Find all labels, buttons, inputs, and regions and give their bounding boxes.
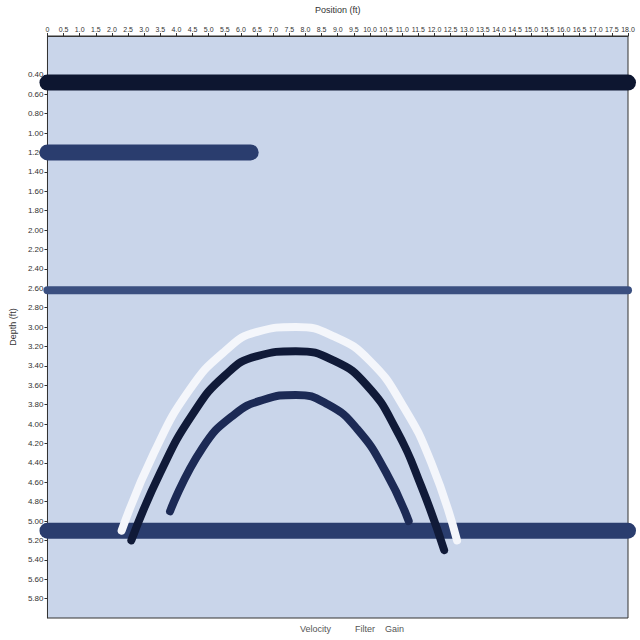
svg-text:1.80: 1.80 [28, 206, 44, 215]
svg-text:Velocity: Velocity [300, 624, 332, 634]
svg-text:5.00: 5.00 [28, 517, 44, 526]
svg-text:14.0: 14.0 [492, 26, 506, 33]
svg-text:2.40: 2.40 [28, 264, 44, 273]
svg-text:2.20: 2.20 [28, 245, 44, 254]
svg-text:8.5: 8.5 [317, 26, 327, 33]
svg-text:5.5: 5.5 [220, 26, 230, 33]
svg-text:10.5: 10.5 [379, 26, 393, 33]
svg-text:6.5: 6.5 [252, 26, 262, 33]
svg-text:1.5: 1.5 [91, 26, 101, 33]
svg-text:4.20: 4.20 [28, 439, 44, 448]
svg-text:15.5: 15.5 [541, 26, 555, 33]
svg-text:3.0: 3.0 [139, 26, 149, 33]
svg-text:Depth (ft): Depth (ft) [8, 308, 18, 346]
svg-text:5.80: 5.80 [28, 594, 44, 603]
svg-text:3.5: 3.5 [155, 26, 165, 33]
svg-text:5.60: 5.60 [28, 575, 44, 584]
svg-text:2.5: 2.5 [123, 26, 133, 33]
svg-text:2.60: 2.60 [28, 284, 44, 293]
svg-text:3.60: 3.60 [28, 381, 44, 390]
svg-text:7.0: 7.0 [268, 26, 278, 33]
svg-text:Position (ft): Position (ft) [315, 5, 361, 15]
svg-text:18.0: 18.0 [621, 26, 635, 33]
svg-text:Filter: Filter [355, 624, 375, 634]
svg-text:12.5: 12.5 [444, 26, 458, 33]
svg-text:3.40: 3.40 [28, 361, 44, 370]
svg-text:4.00: 4.00 [28, 420, 44, 429]
svg-text:4.5: 4.5 [188, 26, 198, 33]
svg-text:4.40: 4.40 [28, 458, 44, 467]
svg-text:10.0: 10.0 [363, 26, 377, 33]
svg-text:Gain: Gain [385, 624, 404, 634]
svg-text:0: 0 [46, 26, 50, 33]
svg-text:2.80: 2.80 [28, 303, 44, 312]
svg-text:1.60: 1.60 [28, 187, 44, 196]
svg-text:16.0: 16.0 [557, 26, 571, 33]
svg-text:5.20: 5.20 [28, 536, 44, 545]
svg-text:0.40: 0.40 [27, 70, 44, 80]
svg-text:9.5: 9.5 [349, 26, 359, 33]
svg-text:3.80: 3.80 [28, 400, 44, 409]
svg-text:13.5: 13.5 [476, 26, 490, 33]
svg-text:1.40: 1.40 [28, 167, 44, 176]
svg-text:5.40: 5.40 [28, 555, 44, 564]
svg-text:4.60: 4.60 [28, 478, 44, 487]
svg-text:1.00: 1.00 [28, 129, 44, 138]
svg-text:12.0: 12.0 [428, 26, 442, 33]
svg-text:3.00: 3.00 [28, 323, 44, 332]
svg-text:2.0: 2.0 [107, 26, 117, 33]
svg-text:0.5: 0.5 [59, 26, 69, 33]
svg-text:15.0: 15.0 [524, 26, 538, 33]
svg-text:17.5: 17.5 [605, 26, 619, 33]
svg-text:4.0: 4.0 [172, 26, 182, 33]
svg-text:3.20: 3.20 [28, 342, 44, 351]
svg-text:4.80: 4.80 [28, 497, 44, 506]
svg-text:0.60: 0.60 [28, 90, 44, 99]
svg-text:11.5: 11.5 [412, 26, 425, 33]
svg-text:14.5: 14.5 [508, 26, 522, 33]
svg-text:0.80: 0.80 [28, 109, 44, 118]
svg-text:6.0: 6.0 [236, 26, 246, 33]
svg-text:8.0: 8.0 [301, 26, 311, 33]
svg-text:11.0: 11.0 [396, 26, 409, 33]
svg-text:9.0: 9.0 [333, 26, 343, 33]
svg-text:13.0: 13.0 [460, 26, 474, 33]
svg-text:2.00: 2.00 [28, 226, 44, 235]
svg-text:16.5: 16.5 [573, 26, 587, 33]
svg-text:1.0: 1.0 [75, 26, 85, 33]
svg-text:1.20: 1.20 [27, 147, 44, 157]
svg-text:5.0: 5.0 [204, 26, 214, 33]
svg-text:17.0: 17.0 [589, 26, 603, 33]
svg-text:7.5: 7.5 [284, 26, 294, 33]
